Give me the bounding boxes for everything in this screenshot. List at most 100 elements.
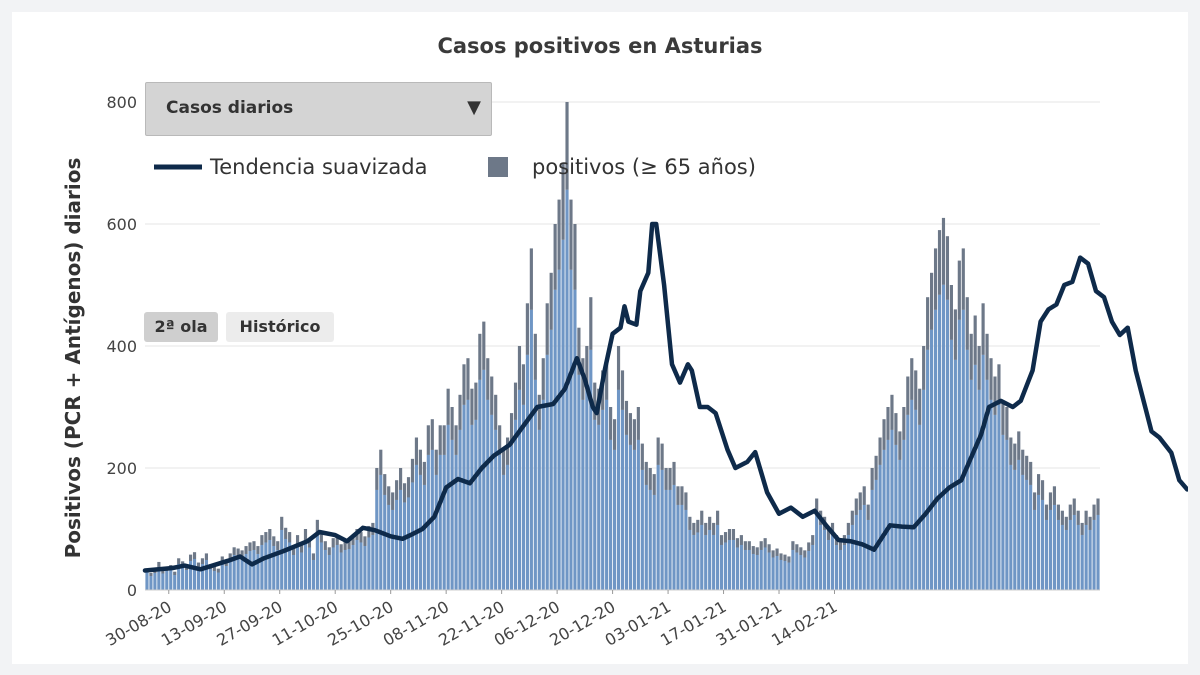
bar-under-65 — [478, 379, 482, 590]
bar-under-65 — [509, 444, 514, 590]
bar-under-65 — [474, 419, 478, 590]
bar-under-65 — [858, 509, 862, 590]
bar-65-plus — [1025, 455, 1029, 480]
bar-65-plus — [767, 544, 771, 553]
bar-65-plus — [704, 522, 708, 535]
bar-65-plus — [402, 483, 407, 503]
bar-under-65 — [1040, 499, 1045, 590]
bar-65-plus — [719, 535, 724, 545]
bar-65-plus — [731, 529, 736, 540]
bar-65-plus — [557, 199, 561, 270]
bar-65-plus — [664, 468, 668, 490]
bar-under-65 — [454, 454, 458, 590]
bar-65-plus — [937, 230, 942, 295]
bar-65-plus — [894, 413, 898, 445]
bar-65-plus — [1076, 510, 1080, 525]
bar-under-65 — [886, 439, 890, 590]
bar-under-65 — [708, 529, 712, 590]
bar-under-65 — [949, 339, 953, 590]
bar-under-65 — [264, 542, 268, 590]
bar-65-plus — [612, 419, 617, 450]
bar-under-65 — [1080, 534, 1084, 590]
bar-65-plus — [212, 566, 216, 571]
bar-under-65 — [577, 374, 581, 590]
bar-under-65 — [763, 547, 767, 590]
bar-65-plus — [256, 546, 260, 554]
bar-65-plus — [775, 548, 779, 556]
bar-under-65 — [200, 563, 205, 590]
bar-under-65 — [1025, 479, 1029, 590]
bar-65-plus — [1064, 516, 1068, 530]
bar-65-plus — [870, 468, 874, 490]
bar-65-plus — [1033, 492, 1037, 510]
legend-label-65: positivos (≥ 65 años) — [532, 155, 756, 179]
bar-65-plus — [605, 358, 609, 400]
y-tick-label: 200 — [106, 459, 137, 478]
bar-65-plus — [886, 407, 890, 440]
bar-under-65 — [842, 544, 846, 590]
bar-under-65 — [331, 547, 335, 590]
bar-65-plus — [323, 541, 327, 550]
bar-65-plus — [811, 535, 815, 545]
bar-65-plus — [771, 550, 775, 558]
bar-under-65 — [767, 552, 771, 590]
metric-dropdown[interactable]: Casos diarios ▼ — [145, 82, 492, 136]
bar-65-plus — [1021, 449, 1025, 475]
bar-65-plus — [177, 558, 181, 564]
historic-button[interactable]: Histórico — [226, 312, 334, 342]
bar-65-plus — [997, 364, 1001, 405]
bar-under-65 — [161, 573, 165, 590]
bar-65-plus — [470, 388, 474, 425]
bar-65-plus — [739, 535, 743, 545]
bar-65-plus — [660, 443, 664, 470]
bar-under-65 — [620, 409, 625, 590]
bar-65-plus — [918, 388, 922, 425]
bar-under-65 — [890, 429, 894, 590]
bar-65-plus — [1052, 486, 1057, 505]
bar-65-plus — [632, 419, 636, 450]
bar-65-plus — [295, 535, 300, 545]
bar-65-plus — [232, 547, 236, 555]
bar-under-65 — [906, 414, 910, 590]
bar-under-65 — [395, 499, 399, 590]
bar-65-plus — [561, 163, 565, 240]
bar-under-65 — [149, 575, 153, 590]
bar-under-65 — [177, 563, 181, 590]
bar-65-plus — [577, 327, 581, 375]
bar-under-65 — [450, 439, 454, 590]
bar-under-65 — [723, 542, 728, 590]
bar-65-plus — [890, 394, 894, 430]
bar-65-plus — [858, 492, 862, 510]
bar-65-plus — [830, 522, 835, 535]
bar-under-65 — [494, 429, 498, 590]
bar-65-plus — [260, 535, 264, 545]
bar-65-plus — [157, 561, 161, 567]
bar-65-plus — [1009, 437, 1013, 465]
bar-65-plus — [494, 394, 498, 430]
bar-65-plus — [513, 382, 518, 420]
bar-65-plus — [589, 297, 593, 350]
bar-under-65 — [823, 529, 827, 590]
bar-65-plus — [450, 407, 454, 440]
bar-65-plus — [953, 309, 957, 360]
bar-under-65 — [751, 553, 755, 590]
bar-under-65 — [981, 354, 985, 590]
bar-65-plus — [965, 297, 969, 350]
bar-65-plus — [228, 553, 232, 560]
bar-under-65 — [1096, 514, 1100, 590]
bar-65-plus — [648, 468, 652, 490]
bar-65-plus — [850, 510, 854, 525]
bar-under-65 — [648, 489, 652, 590]
bar-under-65 — [153, 572, 157, 590]
bar-under-65 — [157, 566, 161, 590]
bar-under-65 — [502, 474, 506, 590]
bar-under-65 — [295, 544, 300, 590]
bar-65-plus — [688, 516, 692, 530]
bar-under-65 — [192, 558, 197, 590]
bar-under-65 — [498, 454, 502, 590]
bar-65-plus — [1084, 510, 1088, 525]
bar-under-65 — [941, 284, 946, 590]
second-wave-button[interactable]: 2ª ola — [144, 312, 218, 342]
bar-65-plus — [533, 333, 537, 380]
bar-under-65 — [315, 532, 319, 590]
